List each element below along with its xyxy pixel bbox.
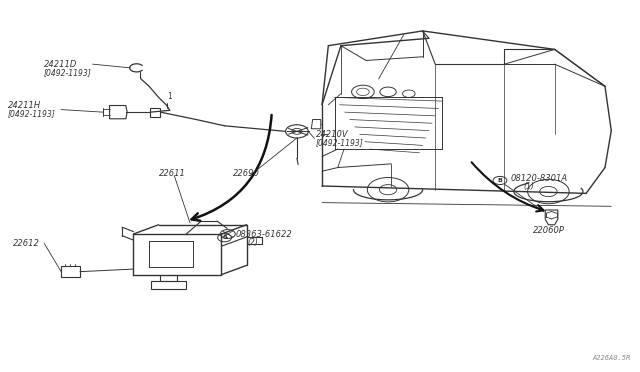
Text: [0492-1193]: [0492-1193]: [8, 109, 56, 118]
Text: 24211D: 24211D: [44, 60, 77, 69]
Text: 24211H: 24211H: [8, 101, 41, 110]
Text: (1): (1): [524, 182, 534, 191]
Text: 08363-61622: 08363-61622: [236, 230, 292, 239]
Text: 22611: 22611: [159, 169, 186, 178]
Text: 1: 1: [168, 92, 172, 101]
Text: S: S: [222, 235, 227, 240]
Text: 22690: 22690: [233, 169, 260, 178]
Text: A226A0.5R: A226A0.5R: [593, 355, 630, 361]
Text: 08120-8301A: 08120-8301A: [511, 174, 568, 183]
Text: [0492-1193]: [0492-1193]: [44, 68, 92, 77]
Text: 24210V: 24210V: [316, 130, 348, 139]
Text: 22060P: 22060P: [532, 226, 564, 235]
Text: (2): (2): [248, 238, 259, 247]
Text: [0492-1193]: [0492-1193]: [316, 138, 364, 147]
Text: B: B: [497, 178, 502, 183]
Text: 22612: 22612: [13, 239, 40, 248]
